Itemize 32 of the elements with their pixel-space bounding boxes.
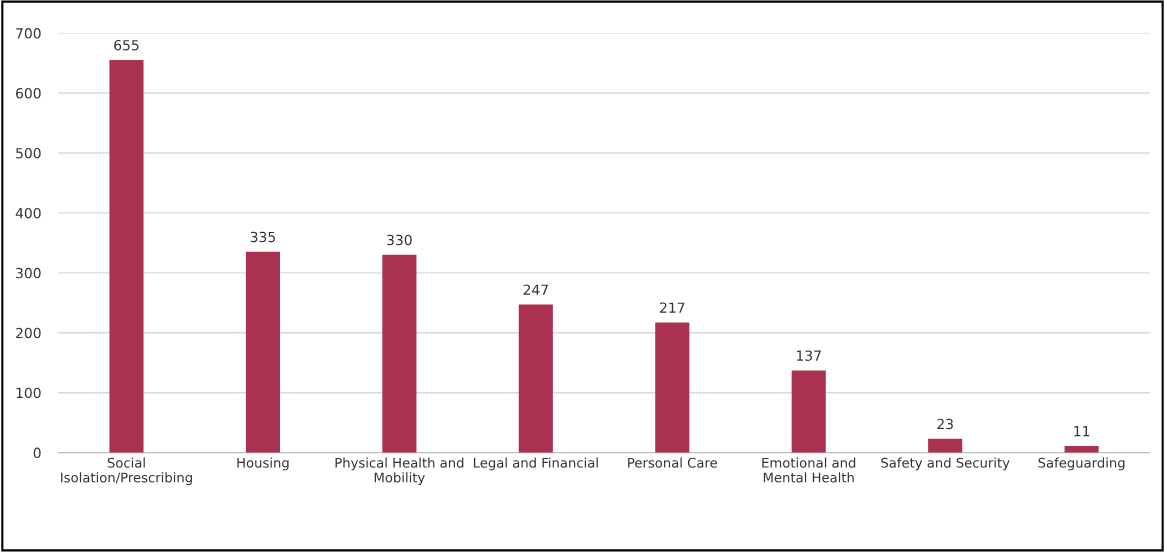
y-tick-label: 700 xyxy=(16,28,41,39)
data-label: 335 xyxy=(250,231,275,243)
bar xyxy=(791,370,826,453)
x-tick-label: Safety and Security xyxy=(881,457,1010,471)
y-tick-label: 300 xyxy=(16,267,41,279)
data-label: 137 xyxy=(797,350,821,361)
x-tick-label: Social Isolation/Prescribing xyxy=(61,457,192,486)
bar xyxy=(1064,446,1099,453)
y-tick-label: 400 xyxy=(15,207,41,219)
bar xyxy=(245,251,280,453)
x-tick-label: Physical Health and Mobility xyxy=(335,457,464,486)
x-tick-label: Housing xyxy=(237,457,289,471)
y-tick-label: 100 xyxy=(16,387,41,399)
bar xyxy=(518,304,553,453)
data-label: 655 xyxy=(114,39,139,51)
bar xyxy=(382,254,417,453)
y-tick-label: 500 xyxy=(16,147,41,159)
y-tick-label: 600 xyxy=(16,88,41,99)
x-tick-label: Emotional and Mental Health xyxy=(762,457,856,483)
bar xyxy=(655,322,690,453)
x-tick-label: Safeguarding xyxy=(1038,457,1125,471)
data-label: 11 xyxy=(1074,426,1090,437)
y-tick-label: 0 xyxy=(33,447,41,459)
y-tick-label: 200 xyxy=(16,327,41,339)
data-label: 247 xyxy=(523,284,548,295)
data-label: 217 xyxy=(660,302,685,313)
data-label: 23 xyxy=(937,418,953,430)
x-tick-label: Personal Care xyxy=(628,457,717,468)
x-tick-label: Legal and Financial xyxy=(473,457,598,471)
data-label: 330 xyxy=(387,234,412,246)
bar xyxy=(928,438,963,453)
bar xyxy=(109,60,144,453)
